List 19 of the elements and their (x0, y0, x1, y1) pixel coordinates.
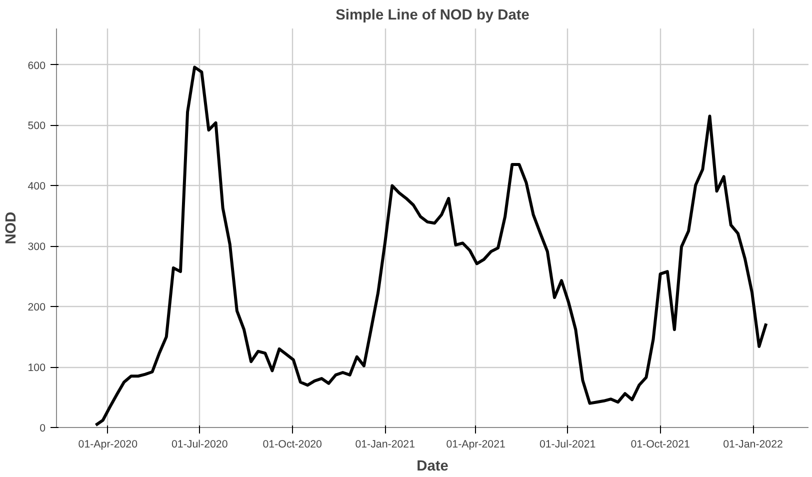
y-tick-label: 400 (28, 180, 46, 193)
y-tick-label: 300 (28, 241, 46, 254)
x-tick-label: 01-Jan-2021 (355, 438, 416, 450)
y-tick-label: 100 (28, 362, 46, 374)
x-tick-label: 01-Jul-2021 (539, 438, 596, 450)
x-axis-title: Date (416, 458, 448, 474)
x-tick-label: 01-Jan-2022 (723, 438, 784, 450)
x-tick-label: 01-Jul-2020 (172, 438, 228, 450)
x-tick-label: 01-Apr-2020 (78, 438, 138, 450)
y-axis-title: NOD (4, 212, 20, 244)
chart-title: Simple Line of NOD by Date (336, 8, 530, 24)
x-tick-label: 01-Oct-2020 (262, 438, 322, 450)
line-series (94, 66, 768, 427)
y-tick-label: 500 (28, 120, 46, 132)
x-tick-label: 01-Oct-2021 (630, 438, 690, 450)
y-tick-label: 600 (28, 60, 46, 72)
y-tick-label: 0 (40, 422, 46, 434)
x-tick-label: 01-Apr-2021 (446, 438, 506, 450)
y-tick-label: 200 (28, 302, 46, 314)
